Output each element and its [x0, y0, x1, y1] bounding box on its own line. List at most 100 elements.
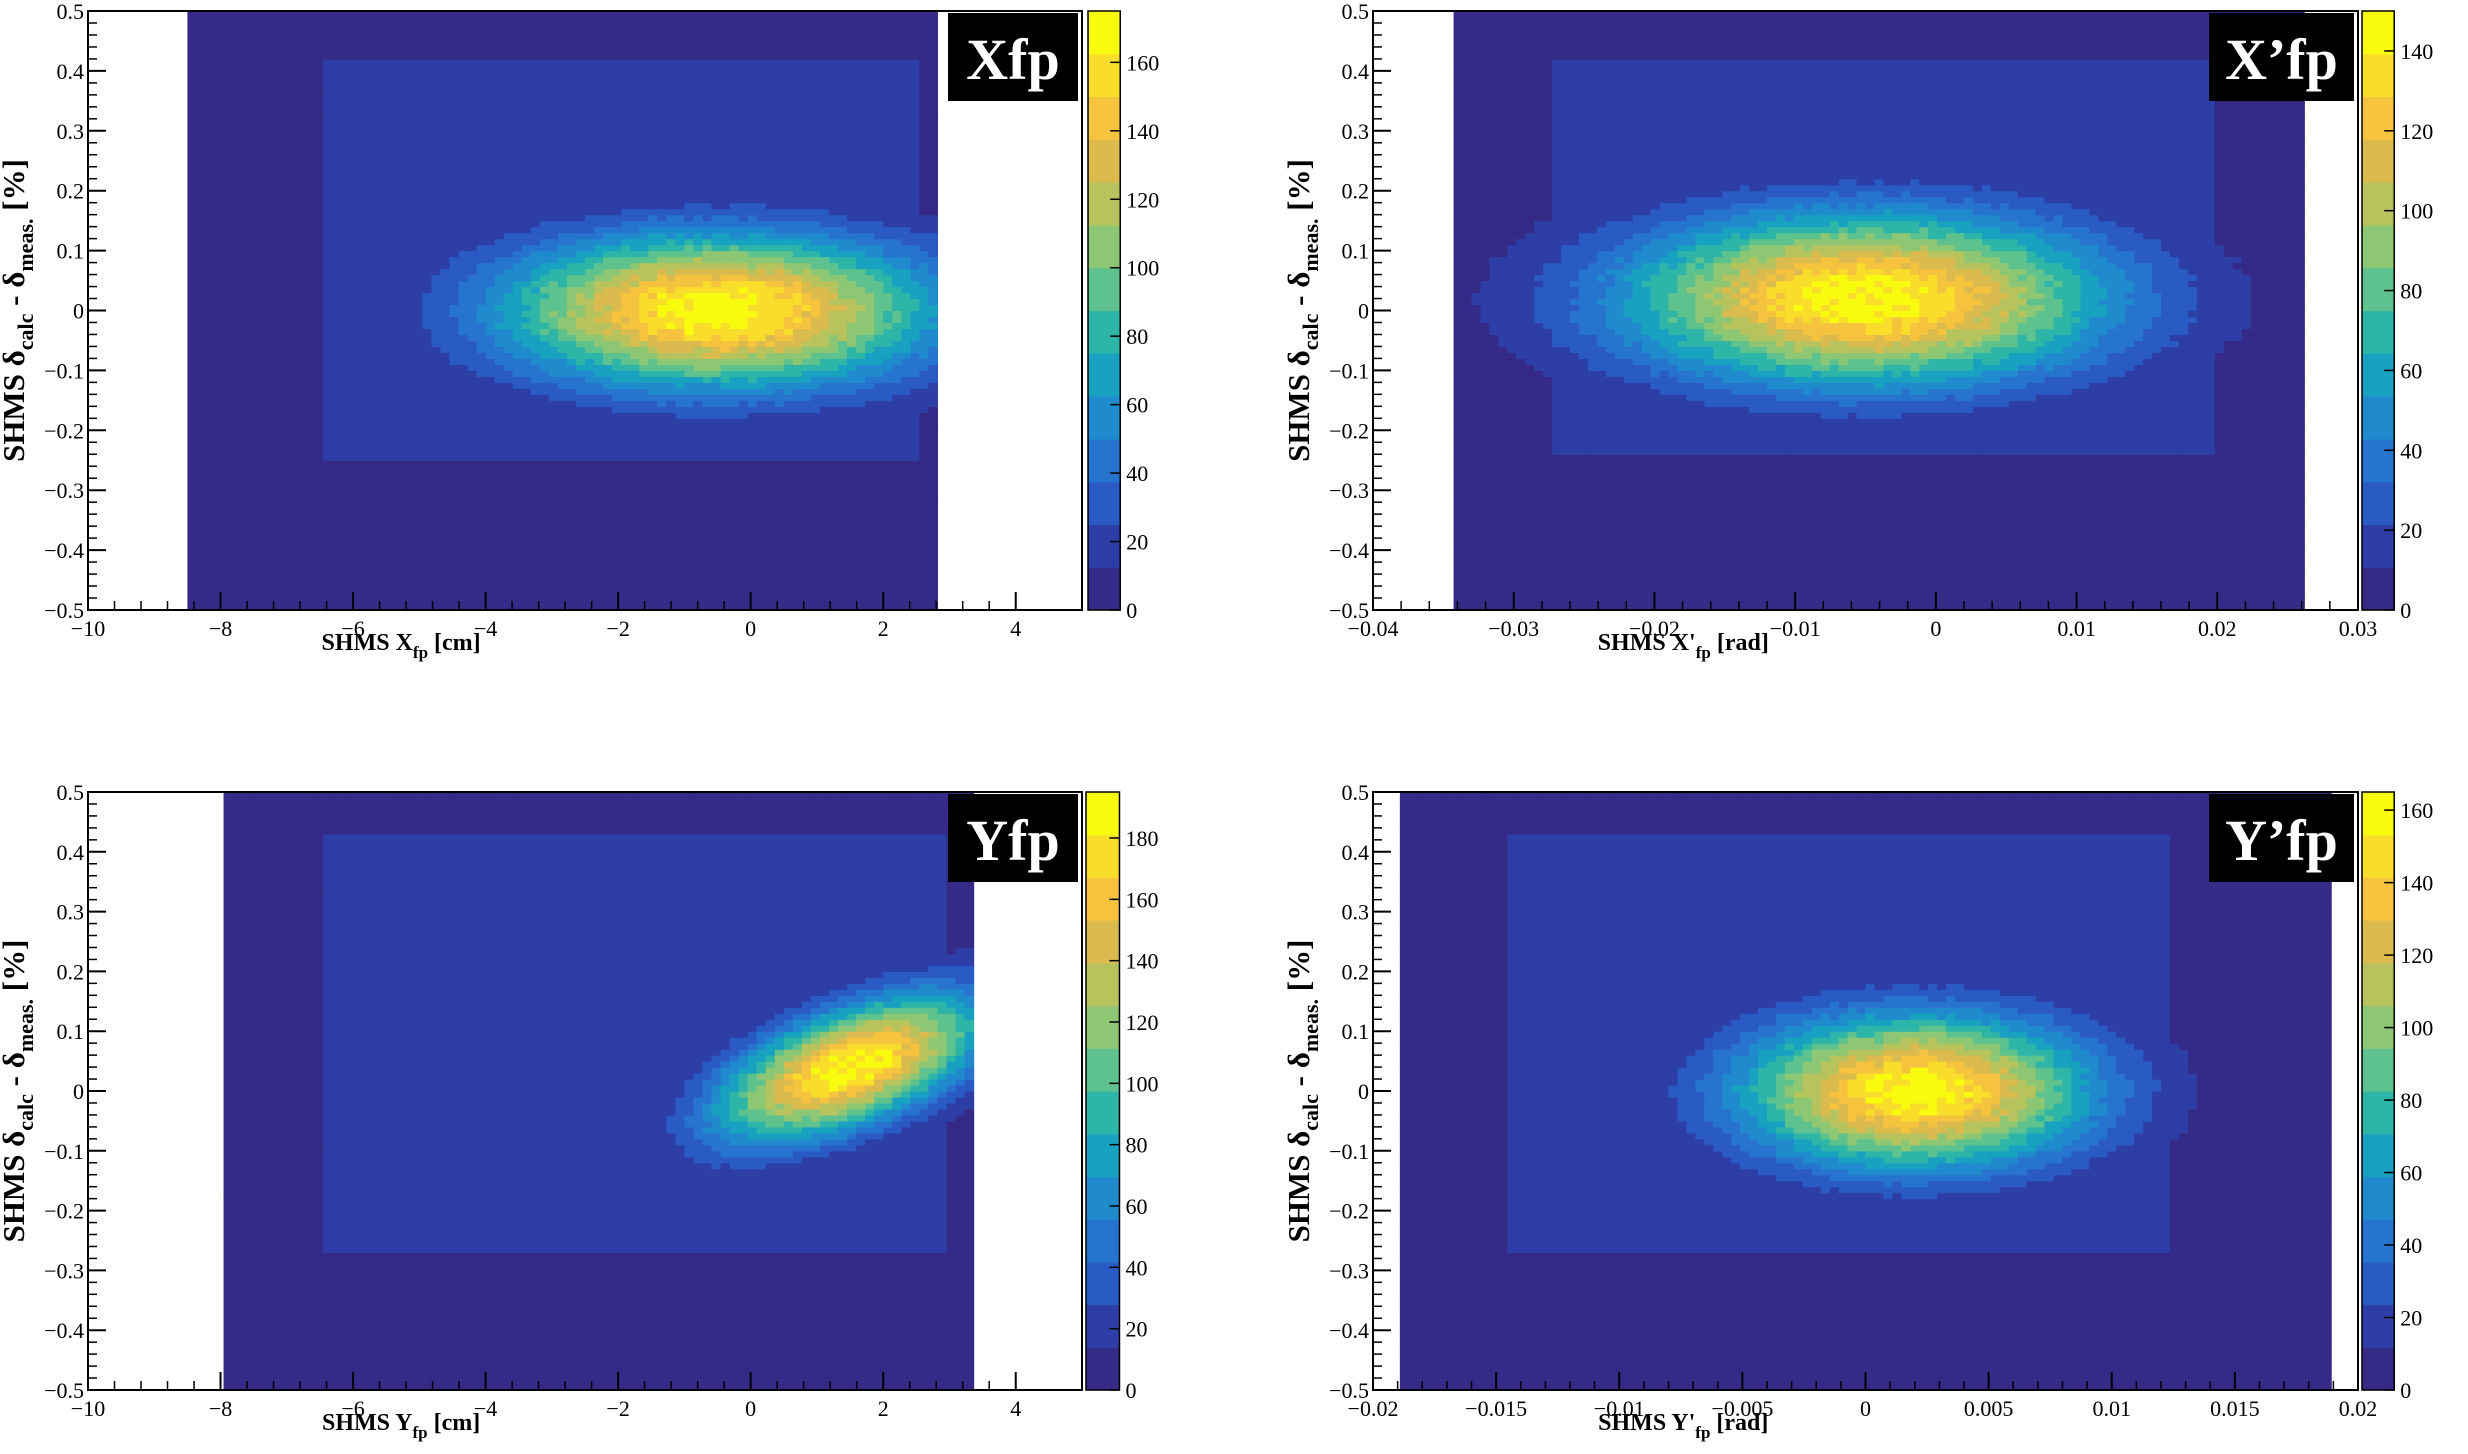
heatmap-bin: [224, 574, 234, 581]
heatmap-bin: [196, 598, 206, 605]
heatmap-bin: [748, 544, 758, 551]
heatmap-bin: [395, 562, 405, 569]
heatmap-bin: [748, 598, 758, 605]
heatmap-bin: [549, 556, 559, 563]
heatmap-bin: [458, 598, 468, 605]
heatmap-bin: [350, 598, 360, 605]
heatmap-bin: [892, 592, 902, 599]
heatmap-bin: [287, 544, 297, 551]
heatmap-bin: [513, 580, 523, 587]
heatmap-bin: [504, 586, 514, 593]
heatmap-bin: [260, 568, 270, 575]
heatmap-bin: [928, 574, 938, 581]
heatmap-bin: [431, 556, 441, 563]
heatmap-bin: [504, 550, 514, 557]
heatmap-bin: [359, 562, 369, 569]
heatmap-bin: [468, 544, 478, 551]
heatmap-bin: [486, 556, 496, 563]
heatmap-bin: [585, 598, 595, 605]
heatmap-bin: [296, 592, 306, 599]
heatmap-bin: [205, 538, 215, 545]
heatmap-bin: [486, 562, 496, 569]
heatmap-bin: [305, 544, 315, 551]
heatmap-bin: [675, 550, 685, 557]
heatmap-bin: [693, 574, 703, 581]
heatmap-bin: [549, 562, 559, 569]
heatmap-bin: [395, 598, 405, 605]
heatmap-bin: [910, 550, 920, 557]
heatmap-bin: [874, 586, 884, 593]
heatmap-bin: [639, 562, 649, 569]
heatmap-bin: [666, 568, 676, 575]
heatmap-bin: [576, 550, 586, 557]
heatmap-bin: [612, 562, 622, 569]
heatmap-bin: [612, 544, 622, 551]
heatmap-bin: [504, 574, 514, 581]
heatmap-bin: [504, 544, 514, 551]
heatmap-bin: [829, 592, 839, 599]
heatmap-bin: [820, 598, 830, 605]
heatmap-bin: [847, 550, 857, 557]
heatmap-bin: [269, 544, 279, 551]
heatmap-bin: [440, 586, 450, 593]
heatmap-bin: [486, 580, 496, 587]
heatmap-bin: [458, 574, 468, 581]
heatmap-bin: [233, 550, 243, 557]
heatmap-bin: [775, 580, 785, 587]
heatmap-bin: [287, 586, 297, 593]
heatmap-bin: [739, 574, 749, 581]
heatmap-bin: [341, 592, 351, 599]
heatmap-bin: [585, 544, 595, 551]
heatmap-bin: [721, 544, 731, 551]
heatmap-bin: [684, 574, 694, 581]
heatmap-bin: [576, 580, 586, 587]
heatmap-bin: [838, 550, 848, 557]
heatmap-bin: [359, 544, 369, 551]
heatmap-bin: [766, 544, 776, 551]
heatmap-bin: [468, 574, 478, 581]
heatmap-bin: [287, 562, 297, 569]
heatmap-bin: [712, 592, 722, 599]
heatmap-bin: [341, 574, 351, 581]
heatmap-bin: [323, 562, 333, 569]
heatmap-bin: [477, 562, 487, 569]
heatmap-bin: [278, 598, 288, 605]
heatmap-bin: [260, 562, 270, 569]
heatmap-bin: [449, 580, 459, 587]
heatmap-bin: [621, 592, 631, 599]
heatmap-bin: [603, 568, 613, 575]
heatmap-bin: [251, 592, 261, 599]
heatmap-bin: [549, 550, 559, 557]
heatmap-bin: [269, 592, 279, 599]
heatmap-bin: [630, 598, 640, 605]
heatmap-bin: [187, 574, 197, 581]
heatmap-bin: [215, 544, 225, 551]
heatmap-bin: [748, 592, 758, 599]
heatmap-bin: [287, 556, 297, 563]
heatmap-bin: [567, 574, 577, 581]
heatmap-bin: [395, 574, 405, 581]
heatmap-bin: [820, 556, 830, 563]
heatmap-bin: [775, 586, 785, 593]
heatmap-bin: [847, 568, 857, 575]
heatmap-bin: [386, 544, 396, 551]
heatmap-bin: [730, 550, 740, 557]
heatmap-bin: [440, 550, 450, 557]
heatmap-bin: [513, 544, 523, 551]
heatmap-bin: [712, 562, 722, 569]
heatmap-bin: [838, 592, 848, 599]
heatmap-bin: [332, 592, 342, 599]
heatmap-bin: [368, 556, 378, 563]
heatmap-bin: [657, 598, 667, 605]
heatmap-bin: [269, 580, 279, 587]
heatmap-bin: [856, 598, 866, 605]
heatmap-bin: [540, 556, 550, 563]
heatmap-bin: [468, 550, 478, 557]
heatmap-bin: [820, 550, 830, 557]
heatmap-bin: [196, 574, 206, 581]
heatmap-bin: [901, 556, 911, 563]
heatmap-bin: [838, 574, 848, 581]
heatmap-bin: [802, 592, 812, 599]
heatmap-bin: [784, 550, 794, 557]
heatmap-bin: [657, 574, 667, 581]
